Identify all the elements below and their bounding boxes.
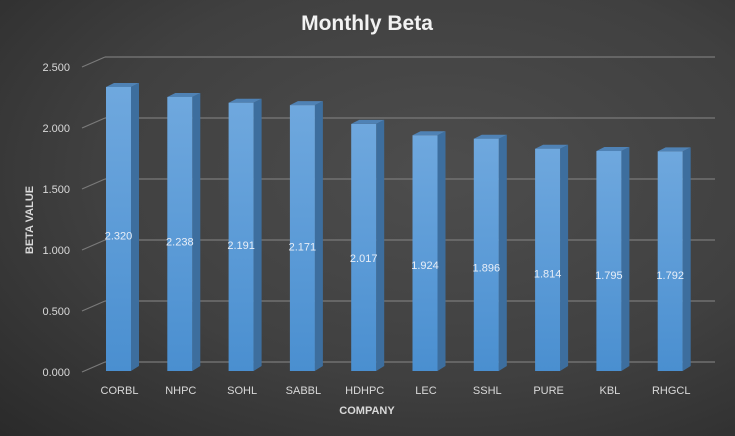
gridline-diagonal [81, 239, 106, 251]
bar-front [596, 151, 622, 371]
x-tick-label: LEC [415, 385, 436, 397]
x-tick-label: SABBL [286, 385, 321, 397]
bar-nhpc: 2.238 [166, 92, 201, 372]
bar-front [167, 96, 193, 372]
data-label: 1.795 [595, 270, 623, 282]
bar-top [106, 82, 139, 87]
gridline-diagonal [81, 300, 106, 312]
bar-kbl: 1.795 [595, 147, 630, 371]
bar-top [167, 92, 201, 97]
x-tick-label: KBL [600, 385, 621, 397]
bar-top [289, 101, 323, 106]
y-tick-label: 1.000 [42, 245, 70, 257]
gridline-diagonal [81, 361, 106, 373]
bar-top [473, 134, 507, 139]
data-label: 2.171 [289, 242, 317, 254]
bar-top [596, 147, 630, 152]
bar-top [657, 147, 691, 152]
bar-sshl: 1.896 [473, 134, 507, 371]
y-axis-label: BETA VALUE [24, 186, 36, 254]
bar-side [498, 134, 507, 371]
bar-side [682, 147, 691, 371]
y-tick-label: 2.500 [42, 62, 70, 74]
data-label: 1.814 [534, 268, 562, 280]
bar-top [351, 119, 385, 124]
y-tick-label: 0.000 [42, 367, 70, 379]
data-label: 2.238 [166, 237, 194, 249]
gridline-diagonal [81, 178, 106, 190]
x-tick-label: NHPC [165, 385, 196, 397]
data-label: 1.792 [656, 270, 684, 282]
bar-side [376, 119, 385, 372]
bar-front [535, 148, 561, 371]
bar-corbl: 2.320 [105, 82, 139, 372]
bar-pure: 1.814 [534, 144, 569, 371]
data-label: 1.896 [473, 262, 501, 274]
x-tick-label: SOHL [227, 385, 257, 397]
bar-front [106, 86, 131, 372]
data-label: 1.924 [411, 260, 439, 272]
data-label: 2.017 [350, 253, 378, 265]
bar-side [437, 131, 446, 371]
bar-side [621, 147, 630, 371]
bar-top [535, 144, 569, 149]
y-tick-label: 1.500 [42, 184, 70, 196]
x-axis-label: COMPANY [339, 405, 395, 417]
data-label: 2.320 [105, 230, 133, 242]
gridline-diagonal [81, 117, 106, 129]
x-tick-label: HDHPC [345, 385, 384, 397]
gridline-diagonal [81, 56, 106, 68]
bar-top [412, 131, 446, 136]
bar-side [253, 98, 262, 371]
chart-title: Monthly Beta [301, 12, 433, 35]
bar-hdhpc: 2.017 [350, 119, 385, 372]
bar-side [192, 92, 201, 372]
bar-side [314, 101, 323, 371]
bar-lec: 1.924 [411, 131, 446, 371]
bar-front [473, 138, 499, 371]
bar-front [412, 135, 438, 371]
bar-front [351, 123, 377, 372]
y-tick-label: 2.000 [42, 123, 70, 135]
bar-front [228, 102, 254, 371]
x-tick-label: SSHL [473, 385, 502, 397]
bar-side [131, 82, 139, 372]
bar-rhgcl: 1.792 [656, 147, 691, 371]
bar-top [228, 98, 262, 103]
bar-front [289, 105, 315, 371]
bar-front [657, 151, 683, 371]
bar-side [560, 144, 569, 371]
x-tick-label: CORBL [101, 385, 139, 397]
data-label: 2.191 [227, 240, 255, 252]
x-tick-label: PURE [533, 385, 564, 397]
bar-sohl: 2.191 [227, 98, 262, 371]
x-tick-label: RHGCL [652, 385, 691, 397]
y-tick-label: 0.500 [42, 306, 70, 318]
bar-sabbl: 2.171 [289, 101, 323, 371]
